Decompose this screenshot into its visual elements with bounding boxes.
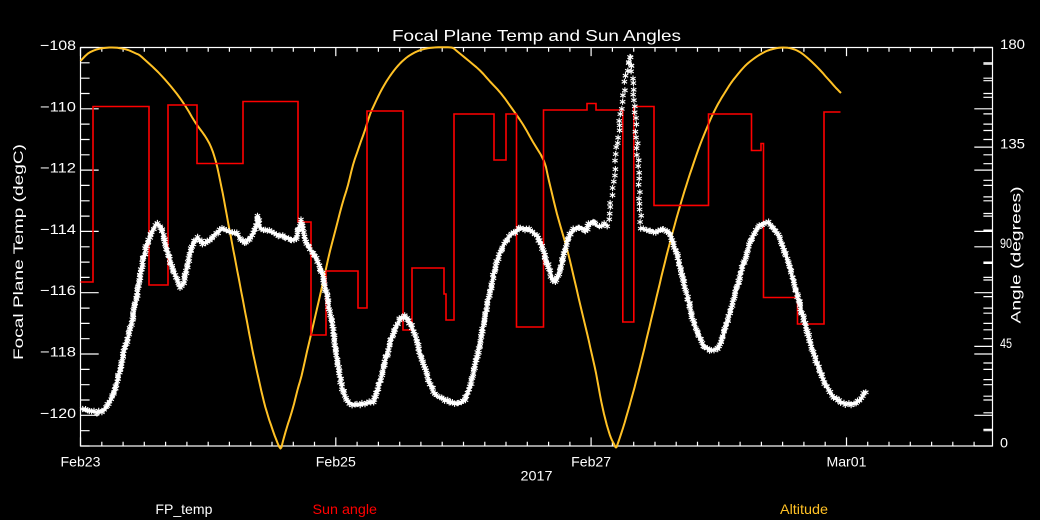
- svg-text:−114: −114: [40, 221, 76, 237]
- svg-text:Focal Plane Temp (degC): Focal Plane Temp (degC): [10, 144, 26, 360]
- svg-text:Sun angle: Sun angle: [313, 501, 378, 517]
- svg-text:90: 90: [1000, 235, 1012, 251]
- svg-text:−108: −108: [40, 37, 76, 53]
- svg-text:180: 180: [1000, 36, 1025, 52]
- svg-text:2017: 2017: [521, 468, 553, 484]
- svg-text:Mar01: Mar01: [826, 454, 866, 470]
- svg-text:135: 135: [1000, 136, 1025, 152]
- svg-text:−112: −112: [40, 160, 76, 176]
- svg-text:FP_temp: FP_temp: [155, 501, 212, 517]
- svg-text:45: 45: [1000, 335, 1012, 351]
- svg-text:−120: −120: [40, 405, 76, 421]
- svg-text:Feb27: Feb27: [571, 454, 611, 470]
- svg-text:Focal Plane Temp and Sun Angle: Focal Plane Temp and Sun Angles: [392, 28, 681, 45]
- svg-text:Angle (degrees): Angle (degrees): [1008, 187, 1024, 324]
- svg-text:−110: −110: [40, 98, 76, 114]
- svg-text:Feb23: Feb23: [61, 454, 101, 470]
- svg-text:0: 0: [1000, 435, 1008, 451]
- svg-text:Altitude: Altitude: [780, 501, 828, 517]
- svg-text:−116: −116: [40, 282, 76, 298]
- svg-text:Feb25: Feb25: [316, 454, 356, 470]
- svg-text:−118: −118: [40, 344, 76, 360]
